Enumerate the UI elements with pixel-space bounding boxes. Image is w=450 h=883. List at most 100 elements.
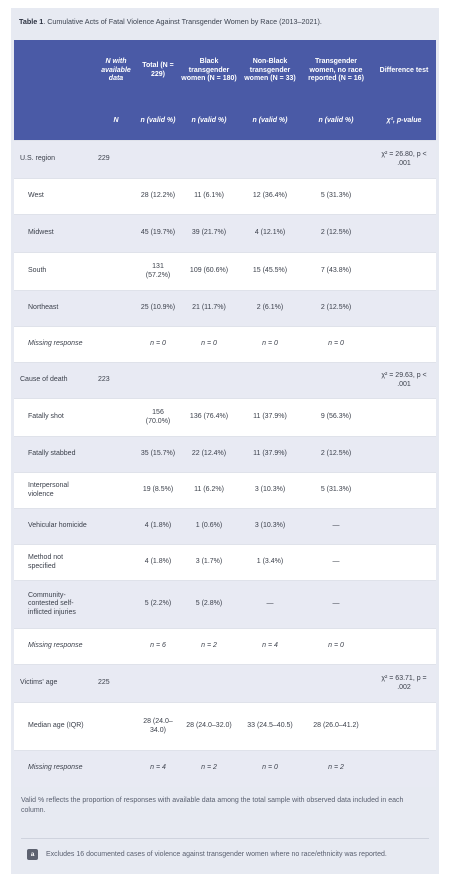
category-row-region: U.S. region 229 χ² = 26.80, p < .001 [14, 140, 436, 179]
black-cell: 21 (11.7%) [178, 290, 240, 327]
test-cell: χ² = 63.71, p = .002 [372, 664, 436, 703]
total-cell: 25 (10.9%) [138, 290, 178, 327]
nonblack-cell: n = 0 [240, 326, 300, 363]
nonblack-cell: 3 (10.3%) [240, 508, 300, 545]
subheader-cell [14, 102, 94, 141]
norace-cell: n = 2 [300, 750, 372, 787]
black-cell: 1 (0.6%) [178, 508, 240, 545]
norace-cell: — [300, 508, 372, 545]
table-row: Interpersonal violence 19 (8.5%) 11 (6.2… [14, 472, 436, 509]
row-label: Missing response [14, 750, 94, 787]
nonblack-cell: 1 (3.4%) [240, 544, 300, 581]
subheader-cell: n (valid %) [300, 102, 372, 141]
n-cell: 229 [94, 140, 138, 179]
table-row: West 28 (12.2%) 11 (6.1%) 12 (36.4%) 5 (… [14, 178, 436, 215]
total-cell: n = 0 [138, 326, 178, 363]
nonblack-cell: n = 0 [240, 750, 300, 787]
row-label: Interpersonal violence [14, 472, 94, 509]
table-frame: Table 1. Cumulative Acts of Fatal Violen… [11, 8, 439, 874]
nonblack-cell: 12 (36.4%) [240, 178, 300, 215]
nonblack-cell: n = 4 [240, 628, 300, 665]
total-cell: 131 (57.2%) [138, 252, 178, 291]
category-label: Victims' age [14, 664, 94, 703]
total-cell: 35 (15.7%) [138, 436, 178, 473]
total-cell: 4 (1.8%) [138, 544, 178, 581]
norace-cell: — [300, 544, 372, 581]
norace-cell: 9 (56.3%) [300, 398, 372, 437]
black-cell: 11 (6.2%) [178, 472, 240, 509]
subheader-cell: n (valid %) [178, 102, 240, 141]
subheader-cell: n (valid %) [138, 102, 178, 141]
header-cell: N with available data [94, 40, 138, 102]
total-cell: 5 (2.2%) [138, 580, 178, 629]
black-cell: 5 (2.8%) [178, 580, 240, 629]
table-row: South 131 (57.2%) 109 (60.6%) 15 (45.5%)… [14, 252, 436, 291]
subheader-row: N n (valid %) n (valid %) n (valid %) n … [14, 102, 436, 141]
note-text: Excludes 16 documented cases of violence… [46, 851, 387, 858]
category-row-cause: Cause of death 223 χ² = 29.63, p < .001 [14, 362, 436, 399]
norace-cell: 2 (12.5%) [300, 214, 372, 253]
norace-cell: — [300, 580, 372, 629]
norace-cell: 5 (31.3%) [300, 472, 372, 509]
total-cell: 4 (1.8%) [138, 508, 178, 545]
row-label: Midwest [14, 214, 94, 253]
row-label: South [14, 252, 94, 291]
n-cell: 223 [94, 362, 138, 399]
category-label: Cause of death [14, 362, 94, 399]
black-cell: 39 (21.7%) [178, 214, 240, 253]
header-cell: Total (N = 229) [138, 40, 178, 102]
table-row: Median age (IQR) 28 (24.0–34.0) 28 (24.0… [14, 702, 436, 751]
row-label: Fatally shot [14, 398, 94, 437]
table-footnote: Valid % reflects the proportion of respo… [21, 797, 404, 814]
row-label: West [14, 178, 94, 215]
nonblack-cell: 11 (37.9%) [240, 398, 300, 437]
header-cell: Non-Black transgender women (N = 33) [240, 40, 300, 102]
norace-cell: n = 0 [300, 628, 372, 665]
header-cell: Black transgender women (N = 180) [178, 40, 240, 102]
total-cell: n = 4 [138, 750, 178, 787]
black-cell: 136 (76.4%) [178, 398, 240, 437]
total-cell: n = 6 [138, 628, 178, 665]
norace-cell: 7 (43.8%) [300, 252, 372, 291]
norace-cell: 28 (26.0–41.2) [300, 702, 372, 751]
row-label: Median age (IQR) [14, 702, 94, 751]
nonblack-cell: 11 (37.9%) [240, 436, 300, 473]
header-cell: Transgender women, no race reported (N =… [300, 40, 372, 102]
total-cell: 28 (24.0–34.0) [138, 702, 178, 751]
nonblack-cell: 3 (10.3%) [240, 472, 300, 509]
black-cell: n = 0 [178, 326, 240, 363]
total-cell: 19 (8.5%) [138, 472, 178, 509]
header-row: N with available data Total (N = 229) Bl… [14, 40, 436, 102]
table-label: Table 1 [19, 17, 44, 26]
test-cell: χ² = 26.80, p < .001 [372, 140, 436, 179]
row-label: Community-contested self-inflicted injur… [14, 580, 94, 629]
table-row: Community-contested self-inflicted injur… [14, 580, 436, 629]
row-label: Fatally stabbed [14, 436, 94, 473]
header-cell: Difference test [372, 40, 436, 102]
row-label: Missing response [14, 326, 94, 363]
table-row-missing: Missing response n = 4 n = 2 n = 0 n = 2 [14, 750, 436, 787]
table-row-missing: Missing response n = 0 n = 0 n = 0 n = 0 [14, 326, 436, 363]
black-cell: n = 2 [178, 628, 240, 665]
black-cell: 11 (6.1%) [178, 178, 240, 215]
category-row-age: Victims' age 225 χ² = 63.71, p = .002 [14, 664, 436, 703]
table-row: Fatally stabbed 35 (15.7%) 22 (12.4%) 11… [14, 436, 436, 473]
test-cell: χ² = 29.63, p < .001 [372, 362, 436, 399]
caption-text: . Cumulative Acts of Fatal Violence Agai… [43, 17, 322, 26]
row-label: Missing response [14, 628, 94, 665]
category-label: U.S. region [14, 140, 94, 179]
black-cell: 109 (60.6%) [178, 252, 240, 291]
nonblack-cell: 4 (12.1%) [240, 214, 300, 253]
total-cell: 156 (70.0%) [138, 398, 178, 437]
black-cell: 28 (24.0–32.0) [178, 702, 240, 751]
total-cell: 45 (19.7%) [138, 214, 178, 253]
table-row: Northeast 25 (10.9%) 21 (11.7%) 2 (6.1%)… [14, 290, 436, 327]
row-label: Vehicular homicide [14, 508, 94, 545]
nonblack-cell: 33 (24.5–40.5) [240, 702, 300, 751]
note-badge: a [27, 849, 38, 860]
norace-cell: 2 (12.5%) [300, 436, 372, 473]
black-cell: 3 (1.7%) [178, 544, 240, 581]
table-row: Midwest 45 (19.7%) 39 (21.7%) 4 (12.1%) … [14, 214, 436, 253]
black-cell: n = 2 [178, 750, 240, 787]
table-note: a Excludes 16 documented cases of violen… [21, 838, 429, 860]
